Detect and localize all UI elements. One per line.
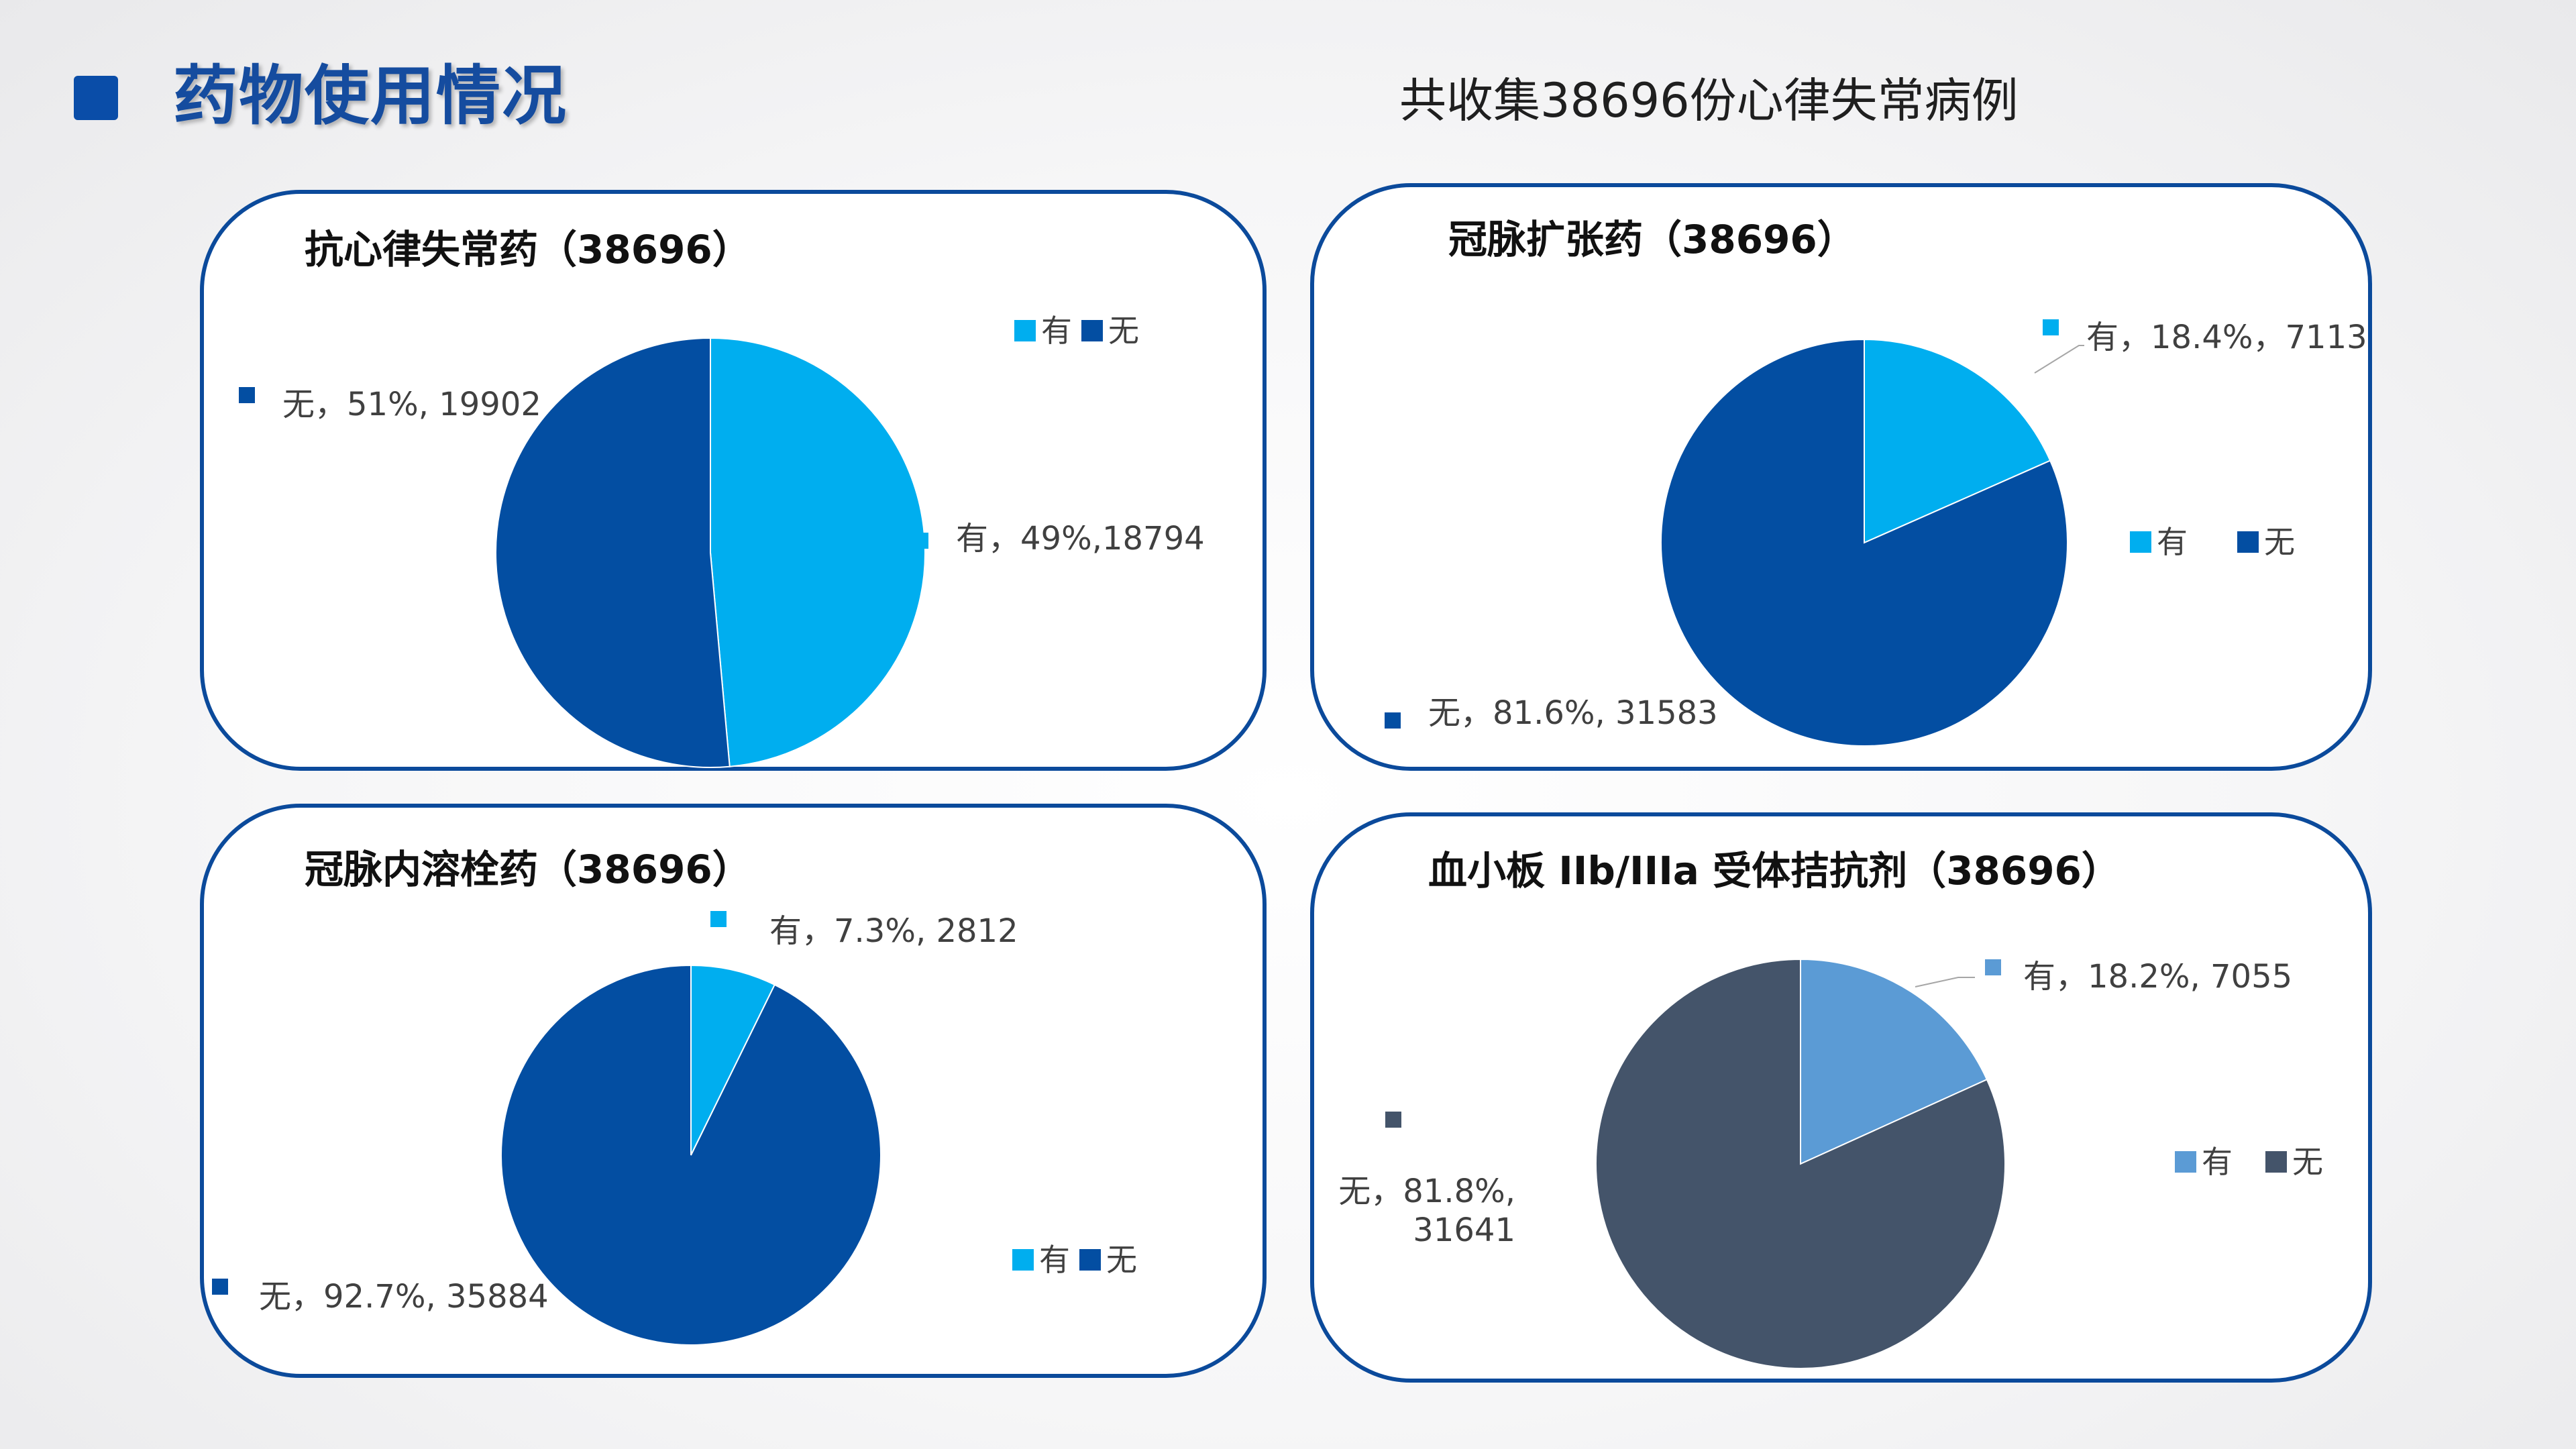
legend-label: 有: [1041, 313, 1072, 349]
chart-title: 冠脉内溶栓药（38696）: [305, 847, 751, 892]
title-bullet-square: [74, 76, 118, 120]
pie-slice-yes: [1800, 958, 1988, 1165]
data-label-marker: [212, 1279, 228, 1295]
legend-label: 无: [1106, 1242, 1137, 1278]
data-label-marker: [1385, 1112, 1401, 1128]
pie-slice-no: [494, 337, 731, 768]
data-label-marker: [710, 911, 727, 927]
data-label: 无，92.7%, 35884: [259, 1278, 549, 1316]
legend-label: 有: [2202, 1144, 2233, 1180]
chart-panel-thrombolytic: 冠脉内溶栓药（38696） 有，7.3%, 2812 无，92.7%, 35884…: [200, 804, 1267, 1378]
pie-slices: [1660, 338, 2068, 747]
legend: 有无: [2175, 1144, 2323, 1180]
pie-slices: [500, 964, 881, 1346]
legend-label: 有: [1039, 1242, 1070, 1278]
pie-slice-yes: [690, 964, 776, 1156]
pie-chart-svg: 有，18.2%, 7055无，81.8%, 31641有无: [1338, 958, 2323, 1369]
legend-swatch: [1079, 1249, 1101, 1271]
pie-slice-no: [500, 964, 881, 1346]
pie-slices: [494, 337, 926, 768]
data-label-marker: [1385, 712, 1401, 729]
legend: 有无: [2130, 524, 2295, 560]
data-label: 有，18.2%, 7055: [2023, 958, 2292, 996]
leader-line: [2034, 345, 2084, 374]
legend-swatch: [1012, 1249, 1034, 1271]
legend-label: 有: [2157, 524, 2188, 560]
data-label: 无，51%, 19902: [282, 386, 541, 423]
legend-swatch: [2265, 1151, 2287, 1173]
legend-swatch: [2130, 531, 2151, 553]
legend-swatch: [2237, 531, 2259, 553]
pie-slice-yes: [1864, 338, 2051, 544]
legend-label: 无: [2264, 524, 2295, 560]
data-label-marker: [1985, 959, 2001, 975]
data-label: 有，49%,18794: [956, 520, 1205, 557]
chart-panel-coronary-dilator: 冠脉扩张药（38696） 有，18.4%，7113 无，81.6%, 31583 有…: [1310, 183, 2372, 771]
leader-line: [1915, 977, 1975, 987]
chart-title: 血小板 IIb/IIIa 受体拮抗剂（38696）: [1428, 848, 2121, 894]
data-label: 有，7.3%, 2812: [769, 912, 1018, 950]
legend: 有无: [1014, 313, 1139, 349]
data-label: 无，81.6%, 31583: [1428, 694, 1718, 732]
chart-panel-antiarrhythmic: 抗心律失常药（38696） 有，49%,18794 无，51%, 19902 有无: [200, 190, 1267, 771]
pie-slices: [1595, 958, 2006, 1369]
page-subtitle: 共收集38696份心律失常病例: [1399, 73, 2019, 128]
pie-slice-no: [1595, 958, 2006, 1369]
data-label: 有，18.4%，7113: [2086, 319, 2367, 356]
chart-title: 冠脉扩张药（38696）: [1448, 217, 1856, 262]
data-label-marker: [2043, 319, 2059, 335]
data-label-marker: [239, 387, 255, 403]
chart-title: 抗心律失常药（38696）: [305, 227, 751, 272]
chart-panel-gp2b3a: 血小板 IIb/IIIa 受体拮抗剂（38696） 有，18.2%, 7055 无…: [1310, 812, 2372, 1383]
legend-label: 无: [1108, 313, 1139, 349]
pie-slice-yes: [710, 337, 926, 767]
pie-chart-svg: 有，49%,18794 无，51%, 19902 有无: [239, 313, 1205, 768]
legend-label: 无: [2292, 1144, 2323, 1180]
data-label-marker: [912, 533, 928, 549]
data-label: 无，81.8%, 31641: [1338, 1173, 1515, 1249]
legend-swatch: [1081, 320, 1103, 341]
legend-swatch: [1014, 320, 1036, 341]
pie-chart-svg: 有，7.3%, 2812 无，92.7%, 35884 有无: [212, 911, 1137, 1346]
page-title: 药物使用情况: [173, 58, 568, 133]
legend-swatch: [2175, 1151, 2196, 1173]
pie-chart-svg: 有，18.4%，7113无，81.6%, 31583有无: [1385, 319, 2367, 747]
pie-slice-no: [1660, 338, 2068, 747]
legend: 有无: [1012, 1242, 1137, 1278]
